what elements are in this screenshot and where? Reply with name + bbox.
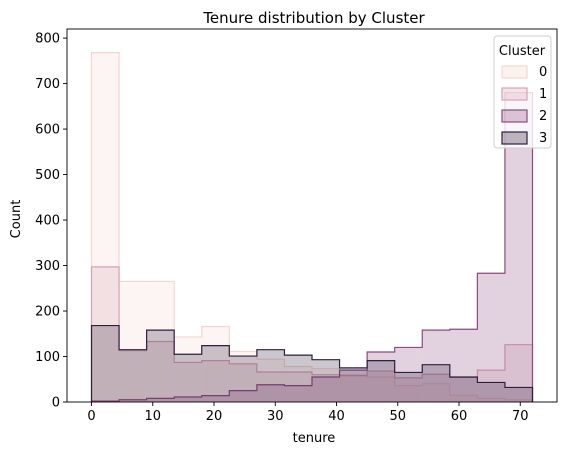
y-tick-label-500: 500 [35,168,60,183]
series-cluster-0 [90,52,534,403]
outline-cluster-0 [90,52,534,402]
x-axis-label: tenure [293,431,336,446]
bar-cluster-0-bin-1 [119,281,147,402]
bar-cluster-2-bin-8 [312,376,340,402]
x-tick-label-70: 70 [512,409,529,424]
bar-cluster-1-bin-10 [367,371,395,402]
x-tick-label-20: 20 [206,409,223,424]
bar-cluster-1-bin-7 [284,371,312,402]
bar-cluster-0-bin-13 [449,395,478,402]
bar-cluster-2-bin-11 [394,347,423,402]
x-tick-label-0: 0 [87,409,95,424]
bar-cluster-0-bin-0 [91,52,120,403]
bar-cluster-1-bin-8 [312,374,340,402]
bar-cluster-3-bin-12 [422,364,450,402]
bar-cluster-1-bin-11 [394,377,423,402]
bar-cluster-3-bin-8 [312,359,340,402]
legend-swatch-2 [501,109,528,123]
y-tick-label-400: 400 [35,214,60,229]
bar-cluster-1-bin-9 [339,375,368,402]
bar-cluster-1-bin-14 [477,370,505,402]
y-tick-label-300: 300 [35,259,60,274]
bar-cluster-1-bin-15 [504,344,533,402]
bar-cluster-2-bin-2 [146,398,175,402]
series-cluster-3 [90,324,534,402]
bar-cluster-3-bin-10 [367,360,395,402]
legend-label-2: 2 [539,109,547,124]
y-tick-label-200: 200 [35,305,60,320]
bar-cluster-3-bin-9 [339,367,368,402]
outline-cluster-3 [90,324,534,402]
bar-cluster-2-bin-6 [256,384,285,402]
bar-cluster-3-bin-3 [174,354,202,402]
bar-cluster-2-bin-13 [449,329,478,402]
bar-cluster-3-bin-2 [146,330,175,402]
bar-cluster-1-bin-12 [422,374,450,402]
legend: Cluster 0 1 2 3 [493,35,552,149]
bar-cluster-3-bin-6 [256,349,285,402]
legend-swatch-3 [501,131,528,145]
x-tick-label-10: 10 [144,409,161,424]
y-axis-label: Count [9,200,24,239]
x-tick-label-40: 40 [328,409,345,424]
series-cluster-1 [90,266,534,402]
outline-cluster-2 [90,92,534,402]
bar-cluster-2-bin-1 [119,399,147,402]
bar-cluster-0-bin-11 [394,385,423,402]
y-tick-label-0: 0 [52,396,60,411]
bar-cluster-0-bin-5 [229,351,257,402]
bar-cluster-1-bin-3 [174,362,202,402]
bar-cluster-2-bin-4 [201,395,230,402]
bar-cluster-0-bin-10 [367,376,395,402]
plot-area [90,52,534,403]
x-tick-label-50: 50 [389,409,406,424]
bar-cluster-1-bin-2 [146,341,175,402]
bar-cluster-1-bin-13 [449,377,478,402]
bar-cluster-3-bin-15 [504,387,533,402]
legend-label-1: 1 [539,87,547,102]
bar-cluster-2-bin-3 [174,396,202,402]
bar-cluster-0-bin-9 [339,374,368,402]
legend-label-3: 3 [539,131,547,146]
bar-cluster-2-bin-9 [339,370,368,402]
bar-cluster-3-bin-7 [284,355,312,402]
bar-cluster-3-bin-13 [449,376,478,402]
bar-cluster-2-bin-14 [477,273,505,402]
legend-swatch-0 [501,65,528,79]
bar-cluster-2-bin-5 [229,390,257,402]
bar-cluster-3-bin-0 [91,325,120,402]
bar-cluster-0-bin-3 [174,336,202,402]
bar-cluster-0-bin-4 [201,326,230,402]
y-tick-label-600: 600 [35,123,60,138]
axes-frame [66,28,558,403]
legend-label-0: 0 [539,65,547,80]
legend-title: Cluster [499,44,546,59]
bar-cluster-1-bin-5 [229,363,257,402]
chart-title: Tenure distribution by Cluster [202,9,425,27]
x-tick-label-60: 60 [451,409,468,424]
bar-cluster-3-bin-1 [119,349,147,402]
bar-cluster-1-bin-6 [256,371,285,402]
y-tick-label-100: 100 [35,350,60,365]
bar-cluster-0-bin-12 [422,383,450,402]
bar-cluster-0-bin-14 [477,398,505,402]
legend-box [493,35,552,149]
legend-swatch-1 [501,87,528,101]
bar-cluster-0-bin-15 [504,399,533,402]
bar-cluster-3-bin-4 [201,345,230,402]
y-tick-label-800: 800 [35,32,60,47]
bar-cluster-0-bin-6 [256,359,285,402]
bar-cluster-1-bin-0 [91,266,120,402]
bar-cluster-1-bin-1 [119,350,147,402]
bar-cluster-3-bin-14 [477,382,505,402]
bar-cluster-2-bin-12 [422,330,450,402]
bar-cluster-2-bin-7 [284,385,312,402]
bar-cluster-3-bin-5 [229,356,257,402]
bar-cluster-3-bin-11 [394,372,423,402]
y-tick-label-700: 700 [35,77,60,92]
x-tick-label-30: 30 [267,409,284,424]
